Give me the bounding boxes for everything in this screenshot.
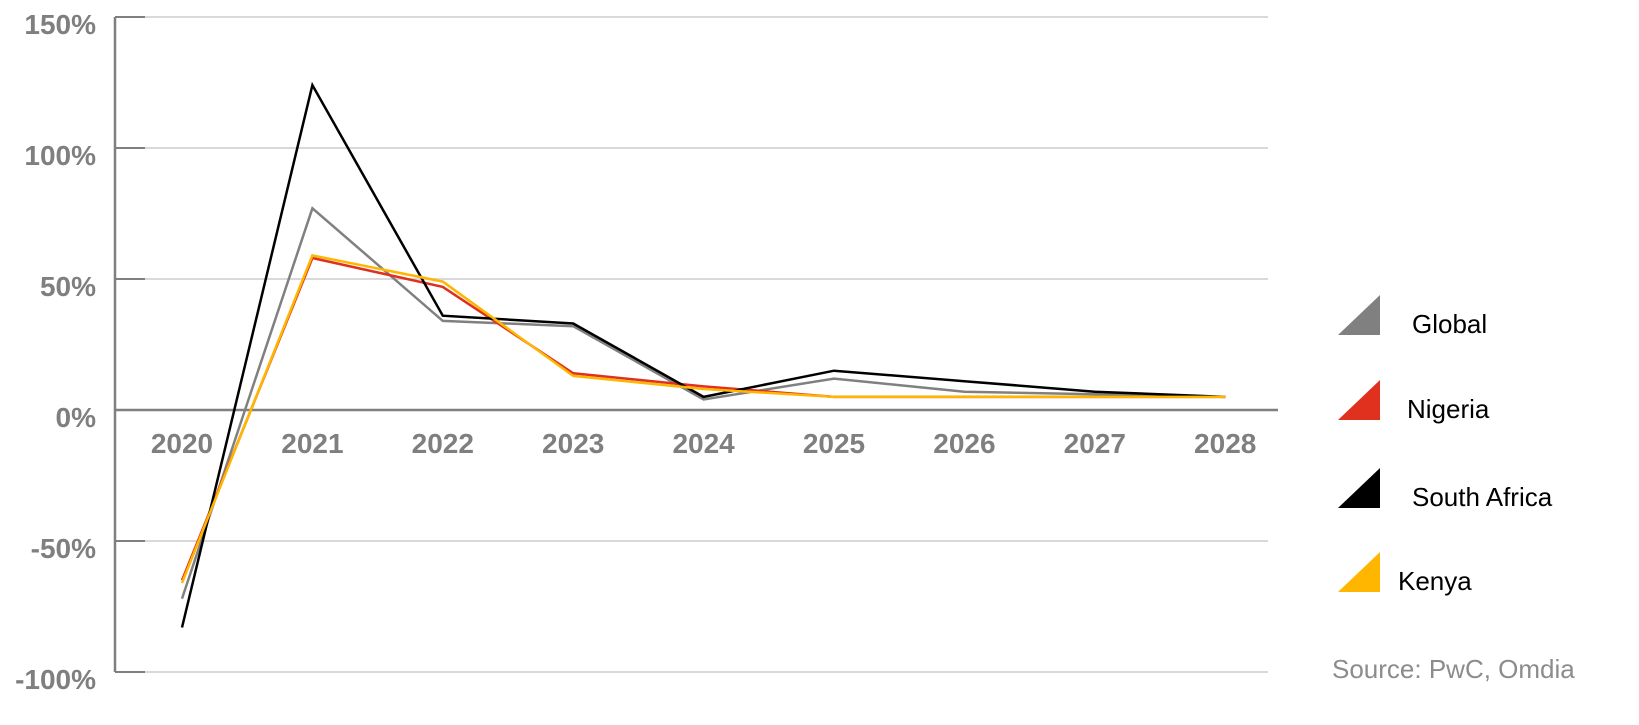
x-tick-label: 2024 — [672, 428, 735, 459]
y-tick-label: -100% — [15, 664, 96, 695]
legend-label: Kenya — [1398, 566, 1472, 596]
grid-lines — [115, 16, 1268, 673]
legend-marker-icon — [1338, 380, 1380, 420]
legend: Global Nigeria South Africa Kenya — [1338, 295, 1553, 596]
x-tick-label: 2026 — [933, 428, 995, 459]
y-tick-label: 150% — [24, 9, 96, 40]
legend-marker-icon — [1338, 552, 1380, 592]
series-line-kenya — [180, 253, 1226, 584]
legend-marker-icon — [1338, 295, 1380, 335]
series-line-global — [180, 206, 1226, 599]
series-line-nigeria — [180, 256, 1226, 581]
legend-label: Nigeria — [1407, 394, 1490, 424]
axes — [113, 16, 1278, 673]
series-lines — [180, 81, 1226, 628]
legend-label: South Africa — [1412, 482, 1553, 512]
y-axis-ticks: 150% 100% 50% 0% -50% -100% — [15, 9, 96, 695]
source-note: Source: PwC, Omdia — [1332, 654, 1575, 684]
y-tick-label: 0% — [56, 402, 97, 433]
y-tick-label: 100% — [24, 140, 96, 171]
y-tick-label: 50% — [40, 271, 96, 302]
x-tick-label: 2022 — [412, 428, 474, 459]
x-tick-label: 2023 — [542, 428, 604, 459]
legend-label: Global — [1412, 309, 1487, 339]
legend-marker-icon — [1338, 468, 1380, 508]
x-tick-label: 2028 — [1194, 428, 1256, 459]
series-line-south-africa — [180, 81, 1226, 628]
x-tick-label: 2020 — [151, 428, 213, 459]
x-tick-label: 2025 — [803, 428, 865, 459]
x-axis-ticks: 2020 2021 2022 2023 2024 2025 2026 2027 2028 — [151, 428, 1256, 459]
y-tick-label: -50% — [31, 533, 96, 564]
x-tick-label: 2021 — [281, 428, 343, 459]
x-tick-label: 2027 — [1064, 428, 1126, 459]
